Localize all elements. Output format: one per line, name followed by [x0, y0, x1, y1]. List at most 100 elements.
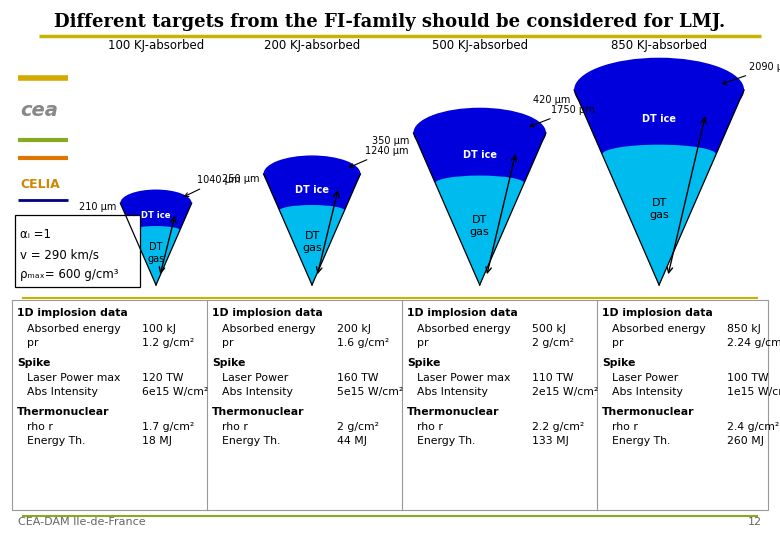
Text: v = 290 km/s: v = 290 km/s — [20, 248, 99, 261]
Polygon shape — [279, 211, 345, 285]
Text: Abs Intensity: Abs Intensity — [27, 387, 98, 397]
Text: Laser Power: Laser Power — [612, 373, 679, 383]
Text: Laser Power: Laser Power — [222, 373, 289, 383]
Text: Spike: Spike — [602, 358, 636, 368]
Text: Absorbed energy: Absorbed energy — [222, 324, 316, 334]
Text: 1D implosion data: 1D implosion data — [17, 308, 128, 318]
Text: 1240 μm: 1240 μm — [349, 146, 409, 167]
Text: rho r: rho r — [222, 422, 248, 432]
Text: 100 kJ: 100 kJ — [142, 324, 176, 334]
Text: Spike: Spike — [212, 358, 246, 368]
Ellipse shape — [264, 156, 360, 192]
Text: Thermonuclear: Thermonuclear — [17, 407, 109, 417]
FancyBboxPatch shape — [12, 300, 768, 510]
Ellipse shape — [574, 58, 744, 122]
Text: Abs Intensity: Abs Intensity — [417, 387, 488, 397]
Text: Energy Th.: Energy Th. — [27, 436, 85, 446]
Text: 250 μm: 250 μm — [222, 174, 260, 184]
Text: Thermonuclear: Thermonuclear — [212, 407, 304, 417]
Text: Energy Th.: Energy Th. — [222, 436, 280, 446]
Text: Energy Th.: Energy Th. — [612, 436, 670, 446]
Text: 200 KJ-absorbed: 200 KJ-absorbed — [264, 39, 360, 52]
Text: 1.7 g/cm²: 1.7 g/cm² — [142, 422, 194, 432]
Text: CEA-DAM Ile-de-France: CEA-DAM Ile-de-France — [18, 517, 146, 527]
Text: 2.24 g/cm²: 2.24 g/cm² — [727, 338, 780, 348]
Text: 160 TW: 160 TW — [337, 373, 378, 383]
FancyBboxPatch shape — [15, 215, 140, 287]
Text: 1D implosion data: 1D implosion data — [407, 308, 518, 318]
Ellipse shape — [435, 176, 524, 191]
Polygon shape — [264, 174, 360, 211]
Text: ρₘₐₓ= 600 g/cm³: ρₘₐₓ= 600 g/cm³ — [20, 268, 119, 281]
Text: 2.4 g/cm²: 2.4 g/cm² — [727, 422, 779, 432]
Text: 210 μm: 210 μm — [79, 202, 116, 212]
Text: Spike: Spike — [17, 358, 51, 368]
Text: 1D implosion data: 1D implosion data — [212, 308, 323, 318]
Text: pr: pr — [612, 338, 623, 348]
Text: 350 μm: 350 μm — [372, 136, 410, 145]
Text: 1750 μm: 1750 μm — [530, 105, 594, 127]
Text: Thermonuclear: Thermonuclear — [407, 407, 499, 417]
Text: rho r: rho r — [417, 422, 443, 432]
Text: Laser Power max: Laser Power max — [27, 373, 120, 383]
Ellipse shape — [602, 145, 716, 164]
Text: pr: pr — [417, 338, 428, 348]
Ellipse shape — [120, 190, 192, 217]
Text: DT
gas: DT gas — [649, 198, 669, 220]
Polygon shape — [132, 230, 180, 285]
Text: 110 TW: 110 TW — [532, 373, 573, 383]
Text: DT ice: DT ice — [295, 185, 329, 195]
Text: 500 KJ-absorbed: 500 KJ-absorbed — [431, 39, 528, 52]
Polygon shape — [120, 203, 192, 285]
Ellipse shape — [132, 226, 180, 234]
Ellipse shape — [413, 107, 546, 158]
Text: rho r: rho r — [612, 422, 638, 432]
Text: Different targets from the FI-family should be considered for LMJ.: Different targets from the FI-family sho… — [55, 13, 725, 31]
Polygon shape — [574, 90, 744, 154]
Text: Absorbed energy: Absorbed energy — [612, 324, 706, 334]
Text: 44 MJ: 44 MJ — [337, 436, 367, 446]
Text: 100 KJ-absorbed: 100 KJ-absorbed — [108, 39, 204, 52]
Text: 260 MJ: 260 MJ — [727, 436, 764, 446]
Text: Laser Power max: Laser Power max — [417, 373, 510, 383]
Text: Abs Intensity: Abs Intensity — [612, 387, 682, 397]
Text: pr: pr — [27, 338, 38, 348]
Text: 1.6 g/cm²: 1.6 g/cm² — [337, 338, 389, 348]
Text: CELIA: CELIA — [20, 179, 60, 192]
Text: 120 TW: 120 TW — [142, 373, 183, 383]
Text: cea: cea — [20, 100, 58, 119]
Text: 420 μm: 420 μm — [533, 94, 570, 105]
Text: 6e15 W/cm²: 6e15 W/cm² — [142, 387, 208, 397]
Text: 1D implosion data: 1D implosion data — [602, 308, 713, 318]
Text: 2090 μm: 2090 μm — [722, 62, 780, 84]
Polygon shape — [602, 154, 716, 285]
Text: pr: pr — [222, 338, 233, 348]
Text: DT ice: DT ice — [463, 151, 497, 160]
Ellipse shape — [279, 205, 345, 216]
Text: 1e15 W/cm²: 1e15 W/cm² — [727, 387, 780, 397]
Text: 2 g/cm²: 2 g/cm² — [532, 338, 574, 348]
Text: 100 TW: 100 TW — [727, 373, 768, 383]
Text: 2 g/cm²: 2 g/cm² — [337, 422, 379, 432]
Text: 1.2 g/cm²: 1.2 g/cm² — [142, 338, 194, 348]
Text: Energy Th.: Energy Th. — [417, 436, 475, 446]
Text: DT
gas: DT gas — [470, 215, 490, 237]
Text: DT
gas: DT gas — [302, 231, 322, 253]
Text: 12: 12 — [748, 517, 762, 527]
Text: Spike: Spike — [407, 358, 441, 368]
Polygon shape — [435, 183, 524, 285]
Polygon shape — [264, 174, 360, 285]
Text: Abs Intensity: Abs Intensity — [222, 387, 292, 397]
Polygon shape — [413, 133, 546, 285]
Text: Thermonuclear: Thermonuclear — [602, 407, 694, 417]
Text: Absorbed energy: Absorbed energy — [417, 324, 511, 334]
Text: 500 kJ: 500 kJ — [532, 324, 566, 334]
Text: 850 kJ: 850 kJ — [727, 324, 760, 334]
Polygon shape — [120, 203, 192, 230]
Text: DT ice: DT ice — [642, 114, 676, 124]
Text: rho r: rho r — [27, 422, 53, 432]
Text: 200 kJ: 200 kJ — [337, 324, 371, 334]
Polygon shape — [574, 90, 744, 285]
Text: αᵢ =1: αᵢ =1 — [20, 228, 51, 241]
Text: 2e15 W/cm²: 2e15 W/cm² — [532, 387, 598, 397]
